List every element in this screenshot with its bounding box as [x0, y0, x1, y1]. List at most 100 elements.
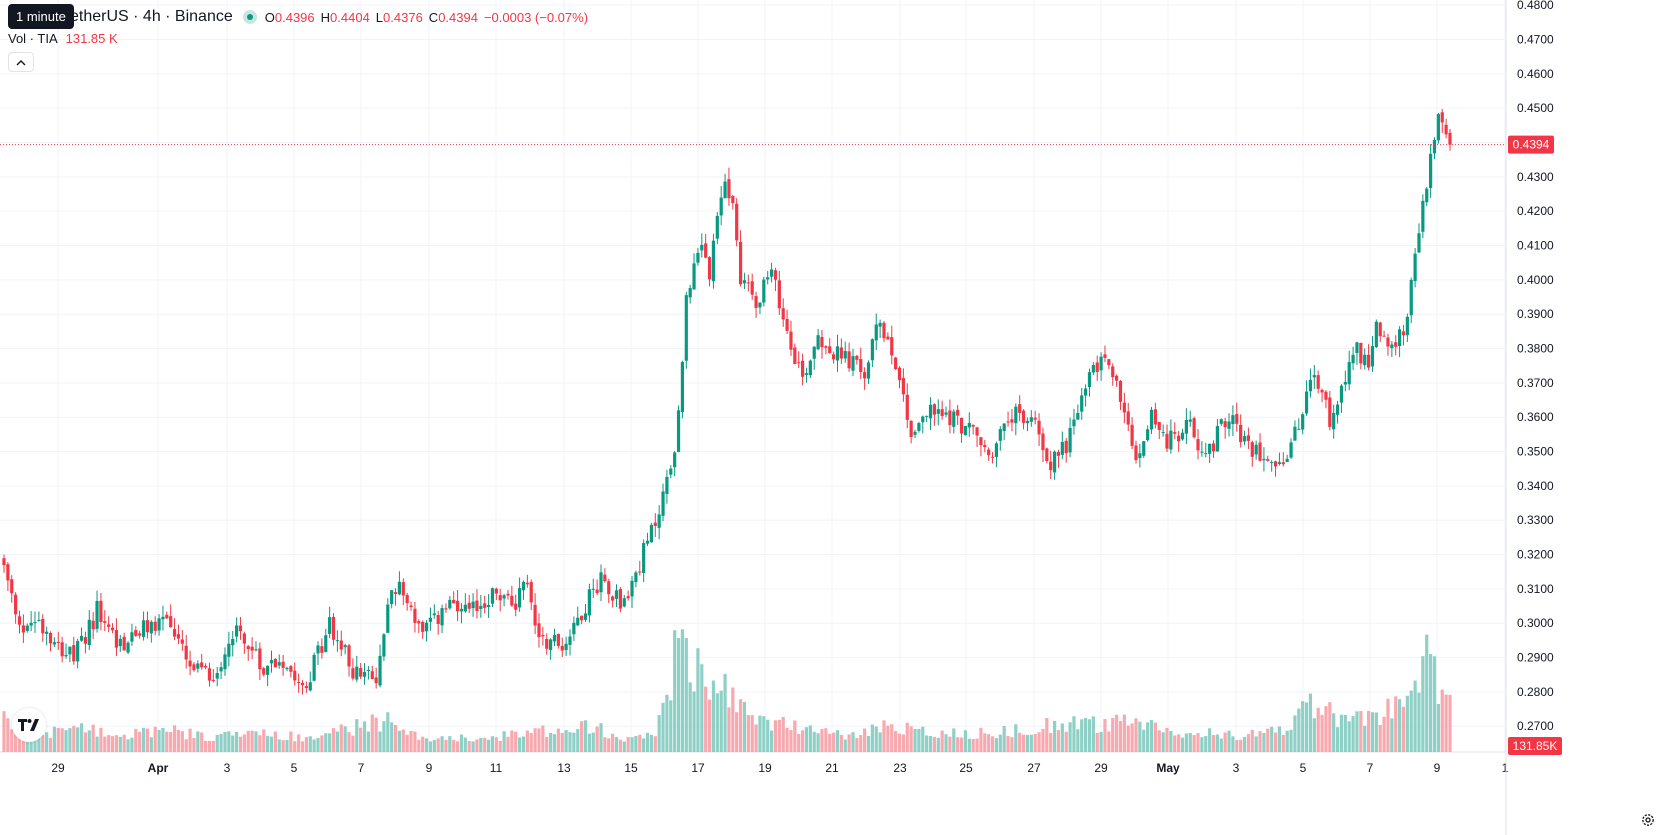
volume-bar	[339, 724, 343, 752]
candle-body	[1405, 316, 1409, 336]
candle-body	[863, 372, 867, 379]
candle-body	[483, 603, 487, 608]
volume-bar	[223, 731, 227, 752]
candle-body	[975, 427, 979, 436]
volume-bar	[580, 721, 584, 752]
volume-bar	[754, 724, 758, 752]
candle-body	[661, 491, 665, 516]
candle-body	[242, 633, 246, 644]
candle-body	[401, 582, 405, 596]
candle-body	[959, 417, 964, 434]
candle-body	[1204, 453, 1208, 455]
candle-body	[1320, 389, 1324, 393]
candle-body	[99, 600, 103, 623]
volume-bar	[676, 637, 681, 752]
volume-bar	[351, 735, 355, 752]
candle-body	[452, 599, 456, 604]
candle-body	[203, 665, 208, 668]
candle-body	[1250, 442, 1254, 457]
candle-body	[266, 665, 270, 675]
volume-bar	[1068, 722, 1072, 752]
candle-body	[1146, 429, 1150, 441]
x-tick-label: 7	[358, 761, 365, 775]
volume-bar	[33, 732, 37, 752]
symbol-title[interactable]: etherUS · 4h · Binance	[70, 8, 233, 25]
candle-body	[1281, 462, 1285, 465]
volume-bar	[715, 693, 719, 752]
volume-bar	[769, 730, 774, 752]
volume-bar	[1126, 725, 1130, 752]
volume-bar	[890, 724, 894, 752]
symbol-legend: etherUS · 4h · Binance O0.4396 H0.4404 L…	[8, 6, 588, 28]
candle-body	[1304, 391, 1309, 414]
candle-body	[331, 616, 336, 640]
candle-body	[238, 625, 243, 632]
volume-bar	[552, 734, 557, 752]
candle-body	[37, 619, 41, 621]
candle-body	[2, 558, 6, 566]
volume-bar	[766, 719, 770, 752]
candle-body	[750, 281, 754, 295]
volume-bar	[599, 723, 603, 752]
candle-body	[1111, 366, 1115, 378]
candle-body	[91, 620, 95, 630]
candle-body	[738, 241, 743, 285]
candle-body	[428, 617, 433, 622]
y-tick-label: 0.2900	[1517, 651, 1554, 665]
candle-body	[424, 622, 429, 632]
candle-body	[1231, 415, 1235, 425]
volume-bar	[397, 730, 402, 752]
candle-body	[386, 604, 390, 633]
candle-body	[304, 686, 308, 689]
market-status-icon[interactable]	[242, 10, 257, 24]
volume-bar	[107, 735, 111, 752]
volume-bar	[41, 734, 45, 752]
candle-body	[312, 654, 316, 681]
volume-bar	[1091, 716, 1095, 752]
volume-bar	[804, 727, 809, 752]
candle-body	[134, 630, 138, 636]
x-tick-label: 17	[691, 761, 705, 775]
volume-bar	[254, 731, 258, 752]
candle-body	[913, 431, 917, 435]
gear-icon[interactable]	[1638, 810, 1658, 830]
volume-bar	[355, 719, 359, 752]
candle-body	[343, 645, 347, 648]
volume-bar	[1239, 739, 1243, 752]
volume-bar	[897, 733, 902, 752]
volume-bar	[541, 725, 545, 752]
volume-bar	[750, 715, 754, 752]
y-tick-label: 0.2700	[1517, 719, 1554, 733]
volume-bar	[479, 737, 483, 752]
volume-bar	[603, 737, 607, 752]
candle-body	[731, 196, 735, 204]
volume-bar	[1328, 702, 1332, 752]
volume-bar	[297, 734, 301, 752]
candle-body	[789, 331, 793, 350]
volume-bar	[514, 731, 518, 752]
volume-bar	[335, 731, 339, 752]
candle-body	[700, 244, 704, 251]
volume-bar	[506, 736, 510, 752]
candle-body	[227, 643, 231, 657]
candle-body	[812, 346, 816, 359]
candle-body	[262, 668, 266, 675]
volume-bar	[409, 731, 413, 752]
volume-bar	[56, 727, 60, 752]
volume-bar	[653, 736, 657, 752]
y-tick-label: 0.4200	[1517, 204, 1554, 218]
volume-bar	[300, 741, 305, 752]
volume-bar	[83, 732, 88, 752]
candle-body	[552, 635, 557, 642]
volume-bar	[735, 712, 739, 752]
y-tick-label: 0.3100	[1517, 582, 1554, 596]
volume-bar	[618, 739, 622, 752]
chevron-up-icon[interactable]	[8, 52, 34, 72]
candle-body	[979, 437, 983, 446]
volume-bar	[781, 716, 785, 752]
tradingview-logo[interactable]	[12, 708, 46, 742]
candle-body	[994, 443, 999, 457]
volume-bar	[366, 731, 371, 752]
candle-body	[297, 682, 301, 684]
